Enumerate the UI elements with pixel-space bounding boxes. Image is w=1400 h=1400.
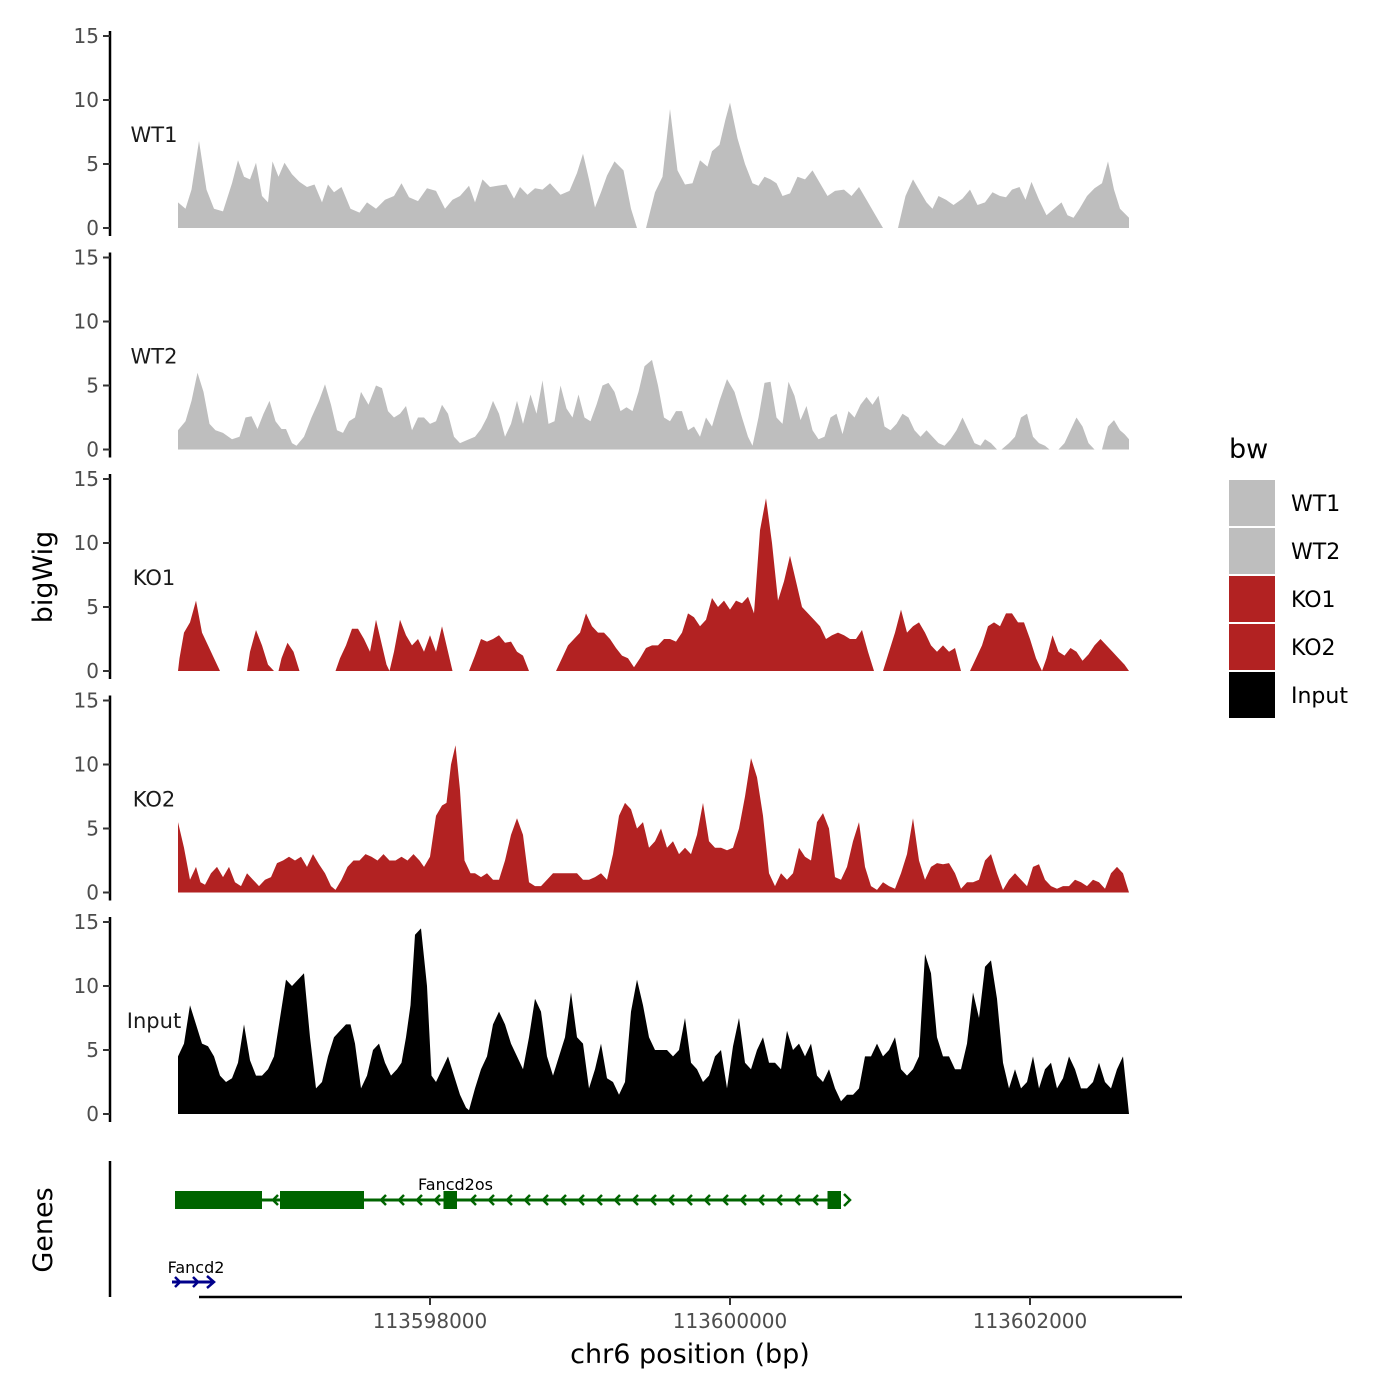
strand-arrow — [739, 1194, 747, 1206]
y-tick-label: 0 — [86, 216, 99, 240]
signal-area-wt1 — [178, 102, 1129, 228]
x-tick-label: 113598000 — [373, 1309, 488, 1333]
strand-arrow — [523, 1194, 531, 1206]
strand-arrow — [577, 1194, 585, 1206]
y-tick-label: 5 — [86, 1038, 99, 1062]
y-tick-label: 0 — [86, 438, 99, 462]
strand-arrow — [271, 1194, 279, 1206]
strand-arrow — [469, 1194, 477, 1206]
strand-arrow — [174, 1276, 182, 1288]
strand-arrow — [595, 1194, 603, 1206]
legend-label-wt2: WT2 — [1291, 540, 1340, 565]
strand-arrow — [775, 1194, 783, 1206]
strand-arrow — [649, 1194, 657, 1206]
strand-arrow — [613, 1194, 621, 1206]
gene-track: Fancd2os Fancd2 — [108, 1161, 852, 1297]
legend: bw WT1 WT2 KO1 KO2 Input — [1229, 434, 1348, 718]
strand-arrow — [703, 1194, 711, 1206]
track-label: KO2 — [133, 788, 176, 812]
legend-key-ko1 — [1229, 576, 1275, 622]
gene-fancd2os: Fancd2os — [175, 1175, 852, 1209]
y-tick-label: 10 — [74, 88, 99, 112]
track-ko1: 0 5 10 15 KO1 — [74, 467, 1129, 683]
strand-arrow — [793, 1194, 801, 1206]
y-tick-label: 10 — [74, 753, 99, 777]
y-tick-label: 5 — [86, 595, 99, 619]
signal-tracks: 0 5 10 15 WT1 0 5 10 15 WT2 0 5 10 15 KO1 0 5 10 15 KO2 0 5 10… — [74, 24, 1129, 1126]
strand-arrow — [541, 1194, 549, 1206]
strand-arrow — [757, 1194, 765, 1206]
y-tick-label: 15 — [74, 24, 99, 48]
legend-title: bw — [1229, 434, 1268, 465]
legend-label-wt1: WT1 — [1291, 492, 1340, 517]
strand-arrow — [721, 1194, 729, 1206]
gene-exon — [443, 1191, 457, 1209]
y-tick-label: 10 — [74, 531, 99, 555]
y-tick-label: 15 — [74, 910, 99, 934]
legend-label-ko1: KO1 — [1291, 588, 1336, 613]
signal-area-input — [178, 928, 1129, 1114]
strand-arrow — [559, 1194, 567, 1206]
signal-area-wt2 — [178, 359, 1129, 450]
track-label: Input — [127, 1009, 181, 1033]
track-input: 0 5 10 15 Input — [74, 910, 1129, 1126]
y-tick-label: 0 — [86, 659, 99, 683]
x-axis-title: chr6 position (bp) — [570, 1339, 810, 1370]
y-tick-label: 5 — [86, 152, 99, 176]
genes-axis-title: Genes — [28, 1187, 59, 1272]
gene-label: Fancd2os — [418, 1175, 493, 1194]
strand-arrow — [397, 1194, 405, 1206]
gene-label: Fancd2 — [168, 1258, 225, 1277]
track-ko2: 0 5 10 15 KO2 — [74, 689, 1129, 905]
track-wt2: 0 5 10 15 WT2 — [74, 246, 1129, 462]
track-wt1: 0 5 10 15 WT1 — [74, 24, 1129, 240]
legend-label-input: Input — [1291, 684, 1348, 709]
signal-area-ko1 — [178, 498, 1129, 671]
x-tick-label: 113602000 — [973, 1309, 1088, 1333]
y-tick-label: 5 — [86, 817, 99, 841]
y-tick-label: 5 — [86, 374, 99, 398]
track-label: WT1 — [131, 123, 178, 147]
strand-arrow — [505, 1194, 513, 1206]
gene-exon — [175, 1191, 262, 1209]
strand-arrow — [811, 1194, 819, 1206]
strand-arrow — [379, 1194, 387, 1206]
legend-key-input — [1229, 672, 1275, 718]
gene-fancd2: Fancd2 — [168, 1258, 225, 1289]
x-tick-label: 113600000 — [673, 1309, 788, 1333]
strand-arrow — [206, 1275, 216, 1289]
legend-key-wt1 — [1229, 480, 1275, 526]
strand-arrow — [433, 1194, 441, 1206]
strand-arrow — [415, 1194, 423, 1206]
y-tick-label: 10 — [74, 310, 99, 334]
track-label: WT2 — [131, 345, 178, 369]
legend-label-ko2: KO2 — [1291, 636, 1336, 661]
x-axis: 113598000 113600000 113602000 — [199, 1295, 1182, 1333]
y-tick-label: 15 — [74, 246, 99, 270]
strand-arrow — [192, 1276, 200, 1288]
y-tick-label: 10 — [74, 974, 99, 998]
y-tick-label: 0 — [86, 1102, 99, 1126]
y-axis-title: bigWig — [28, 531, 59, 624]
y-tick-label: 15 — [74, 689, 99, 713]
strand-arrow — [843, 1193, 852, 1207]
legend-key-wt2 — [1229, 528, 1275, 574]
signal-area-ko2 — [178, 745, 1129, 893]
strand-arrow — [487, 1194, 495, 1206]
strand-arrow — [667, 1194, 675, 1206]
gene-exon — [827, 1191, 841, 1209]
legend-key-ko2 — [1229, 624, 1275, 670]
strand-arrow — [631, 1194, 639, 1206]
strand-arrow — [685, 1194, 693, 1206]
gene-exon — [280, 1191, 364, 1209]
y-tick-label: 0 — [86, 881, 99, 905]
y-tick-label: 15 — [74, 467, 99, 491]
track-label: KO1 — [133, 566, 176, 590]
